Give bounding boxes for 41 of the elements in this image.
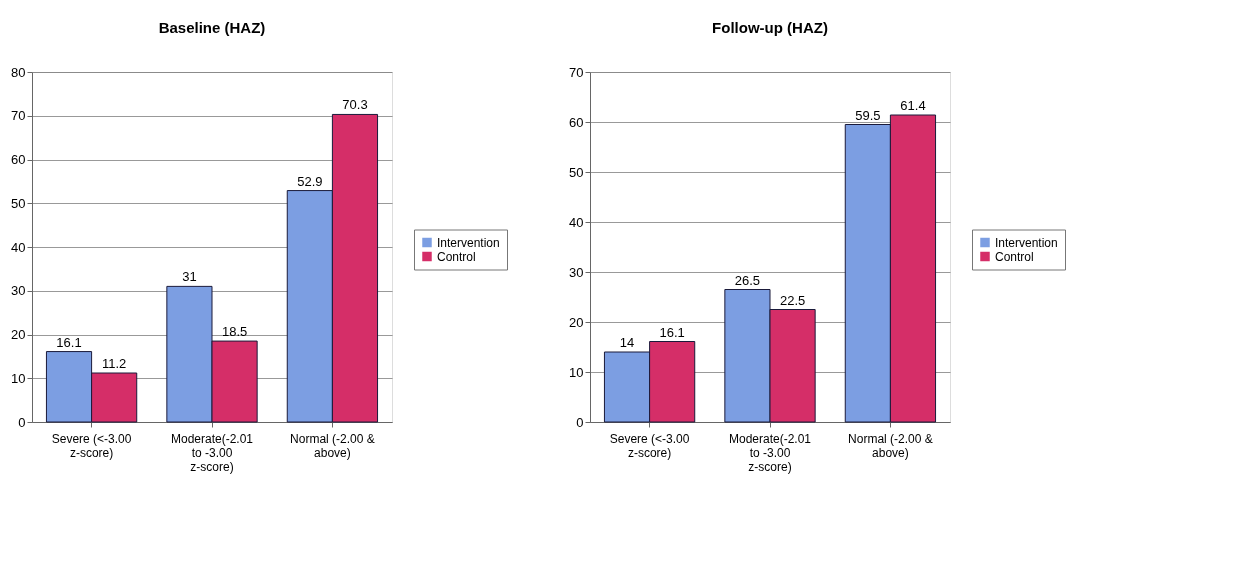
y-tick-label: 30 xyxy=(11,283,26,299)
y-tick-label: 30 xyxy=(569,264,584,280)
x-tick-label: Severe (<-3.00 z-score) xyxy=(51,431,132,460)
y-tick-label: 60 xyxy=(569,114,584,130)
y-tick-label: 80 xyxy=(11,64,26,80)
data-label: 11.2 xyxy=(102,356,127,371)
y-tick-label: 70 xyxy=(569,64,584,80)
x-tick-label: Normal (-2.00 & above) xyxy=(848,431,933,460)
y-tick-label: 60 xyxy=(11,152,26,167)
data-label: 14 xyxy=(619,335,635,350)
y-tick-label: 20 xyxy=(11,327,26,342)
x-tick-label: Normal (-2.00 & above) xyxy=(290,431,375,460)
y-tick-label: 10 xyxy=(569,364,584,380)
legend-label: Control xyxy=(437,249,476,264)
legend-label: Control xyxy=(995,249,1034,264)
y-tick-label: 40 xyxy=(11,239,26,255)
x-tick-label: Moderate(-2.01 to -3.00 z-score) xyxy=(728,431,812,474)
y-tick-label: 0 xyxy=(18,414,26,430)
data-label: 52.9 xyxy=(297,173,323,189)
y-tick-label: 50 xyxy=(11,195,26,211)
data-label: 59.5 xyxy=(855,107,881,123)
data-label: 61.4 xyxy=(900,98,926,113)
data-label: 70.3 xyxy=(342,97,368,113)
x-tick-label: Moderate(-2.01 to -3.00 z-score) xyxy=(170,431,254,474)
y-tick-label: 0 xyxy=(576,414,584,430)
data-label: 18.5 xyxy=(221,324,248,340)
y-tick-label: 70 xyxy=(11,108,26,124)
y-tick-label: 40 xyxy=(569,214,584,230)
chart-title: Baseline (HAZ) xyxy=(158,19,266,36)
y-tick-label: 50 xyxy=(569,164,584,180)
data-label: 31 xyxy=(182,269,197,285)
y-tick-label: 10 xyxy=(11,370,26,386)
data-label: 16.1 xyxy=(659,324,685,340)
data-label: 22.5 xyxy=(779,292,806,308)
x-tick-label: Severe (<-3.00 z-score) xyxy=(609,431,690,460)
legend-label: Intervention xyxy=(995,235,1058,250)
chart-title: Follow-up (HAZ) xyxy=(712,19,828,36)
data-label: 16.1 xyxy=(56,334,82,350)
legend-label: Intervention xyxy=(437,235,500,250)
data-label: 26.5 xyxy=(734,272,761,288)
y-tick-label: 20 xyxy=(569,314,584,330)
